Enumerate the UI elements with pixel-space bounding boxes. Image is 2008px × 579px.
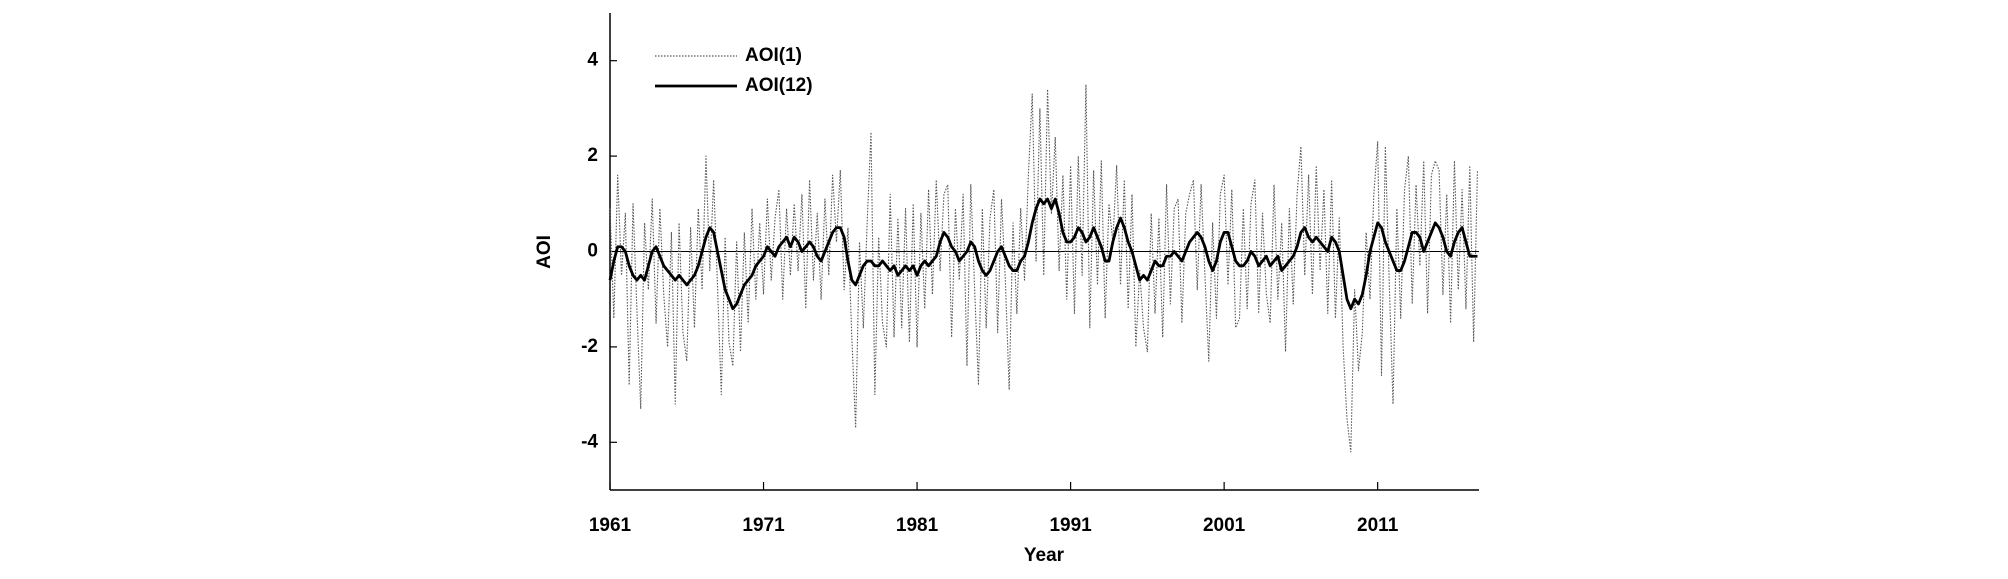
y-tick-label: 0 [587, 241, 598, 262]
series-line [609, 84, 1479, 453]
x-tick-label: 2001 [1203, 515, 1246, 536]
y-tick-label: -2 [581, 336, 598, 357]
y-tick-label: 2 [587, 145, 598, 166]
series-line [608, 197, 1478, 311]
x-tick-label: 1991 [1049, 515, 1092, 536]
x-tick-label: 2011 [1357, 515, 1399, 536]
legend-label: AOI(1) [745, 45, 802, 66]
y-tick-label: -4 [581, 431, 598, 452]
y-axis-label: AOI [534, 235, 555, 269]
legend-label: AOI(12) [745, 75, 813, 96]
x-tick-label: 1971 [742, 515, 785, 536]
x-axis-label: Year [1024, 545, 1065, 566]
x-tick-label: 1961 [589, 515, 632, 536]
y-tick-label: 4 [587, 50, 598, 71]
x-tick-label: 1981 [896, 515, 939, 536]
